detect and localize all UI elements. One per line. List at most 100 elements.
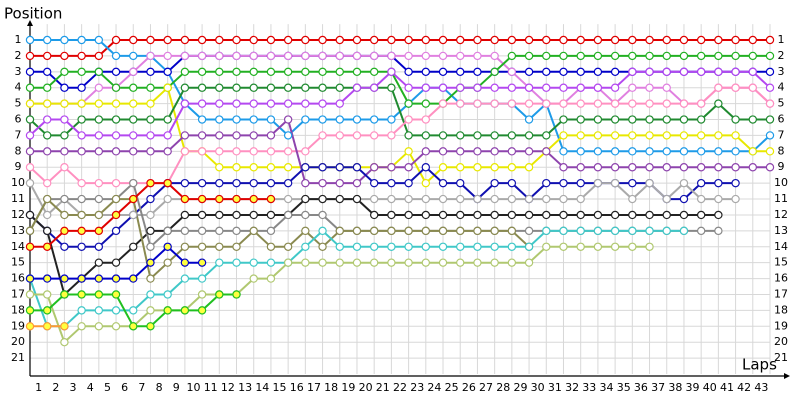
position-marker — [473, 35, 482, 45]
position-marker — [249, 83, 258, 92]
position-marker — [610, 99, 620, 108]
position-marker — [94, 51, 104, 61]
position-marker — [129, 115, 138, 124]
position-marker — [318, 210, 327, 220]
position-marker — [593, 131, 603, 140]
position-marker — [180, 178, 190, 188]
position-marker — [404, 147, 413, 156]
position-marker — [731, 83, 740, 92]
position-marker — [610, 35, 620, 45]
position-marker — [490, 258, 499, 267]
position-marker — [645, 226, 654, 236]
y-tick-label-right: 3 — [778, 65, 785, 78]
x-axis-label: Laps — [742, 356, 777, 374]
position-marker — [696, 51, 706, 61]
position-marker — [163, 226, 172, 236]
position-marker — [507, 178, 517, 188]
position-marker — [25, 210, 35, 220]
position-marker — [180, 226, 190, 236]
position-marker — [696, 35, 706, 45]
position-marker — [542, 178, 551, 188]
position-marker — [266, 67, 276, 77]
position-marker — [25, 163, 35, 172]
position-marker — [490, 242, 499, 251]
position-marker — [524, 83, 534, 92]
position-marker — [249, 163, 258, 172]
position-marker — [628, 99, 637, 108]
position-marker — [318, 35, 327, 45]
position-marker — [215, 210, 224, 220]
position-marker — [765, 35, 775, 45]
position-marker — [456, 258, 465, 267]
y-tick-label-right: 17 — [774, 287, 788, 300]
position-marker — [249, 147, 258, 156]
x-tick-label: 41 — [720, 381, 734, 394]
position-marker — [404, 131, 413, 140]
position-marker — [266, 147, 276, 156]
y-tick-label-right: 18 — [774, 303, 788, 316]
position-marker — [576, 115, 585, 124]
position-marker — [25, 67, 35, 77]
position-marker — [94, 226, 104, 236]
y-tick-label: 6 — [15, 113, 22, 126]
position-marker — [60, 67, 69, 77]
position-marker — [180, 131, 190, 140]
position-marker — [232, 51, 241, 61]
position-marker — [352, 178, 362, 188]
position-marker — [456, 163, 465, 172]
position-marker — [180, 35, 190, 45]
position-marker — [696, 210, 706, 220]
position-marker — [696, 194, 706, 204]
position-marker — [507, 258, 517, 267]
position-marker — [232, 242, 241, 251]
position-marker — [369, 226, 379, 236]
position-marker — [387, 51, 396, 61]
x-tick-label: 37 — [651, 381, 665, 394]
position-marker — [387, 194, 396, 204]
y-tick-label: 1 — [15, 33, 22, 46]
position-marker — [559, 163, 568, 172]
position-marker — [43, 242, 52, 251]
y-tick-label-right: 20 — [774, 335, 788, 348]
position-marker — [77, 306, 86, 315]
x-tick-label: 40 — [703, 381, 717, 394]
y-tick-label-right: 14 — [774, 240, 788, 253]
position-marker — [77, 67, 86, 77]
position-marker — [662, 99, 671, 108]
position-marker — [77, 99, 86, 108]
position-marker — [696, 226, 706, 236]
x-tick-label: 24 — [427, 381, 441, 394]
position-marker — [421, 115, 431, 124]
position-marker — [60, 322, 69, 331]
position-marker — [318, 83, 327, 92]
position-marker — [43, 274, 52, 283]
position-marker — [593, 83, 603, 92]
position-marker — [25, 99, 35, 108]
position-marker — [679, 131, 689, 140]
position-marker — [335, 67, 344, 77]
position-marker — [610, 226, 620, 236]
position-marker — [714, 51, 723, 61]
position-marker — [43, 147, 52, 156]
x-tick-label: 4 — [87, 381, 94, 394]
position-marker — [593, 115, 603, 124]
position-marker — [180, 210, 190, 220]
x-tick-label: 30 — [531, 381, 545, 394]
position-marker — [610, 178, 620, 188]
position-marker — [593, 35, 603, 45]
position-marker — [524, 99, 534, 108]
position-marker — [696, 99, 706, 108]
position-marker — [215, 242, 224, 251]
position-marker — [473, 131, 482, 140]
position-marker — [60, 290, 69, 299]
position-marker — [163, 131, 172, 140]
position-marker — [765, 83, 775, 92]
y-tick-label-right: 10 — [774, 176, 788, 189]
position-marker — [215, 51, 224, 61]
y-tick-label: 20 — [11, 335, 25, 348]
y-tick-label: 7 — [15, 128, 22, 141]
position-marker — [421, 67, 431, 77]
x-tick-label: 27 — [479, 381, 493, 394]
y-tick-label-right: 2 — [778, 49, 785, 62]
position-marker — [610, 67, 620, 77]
